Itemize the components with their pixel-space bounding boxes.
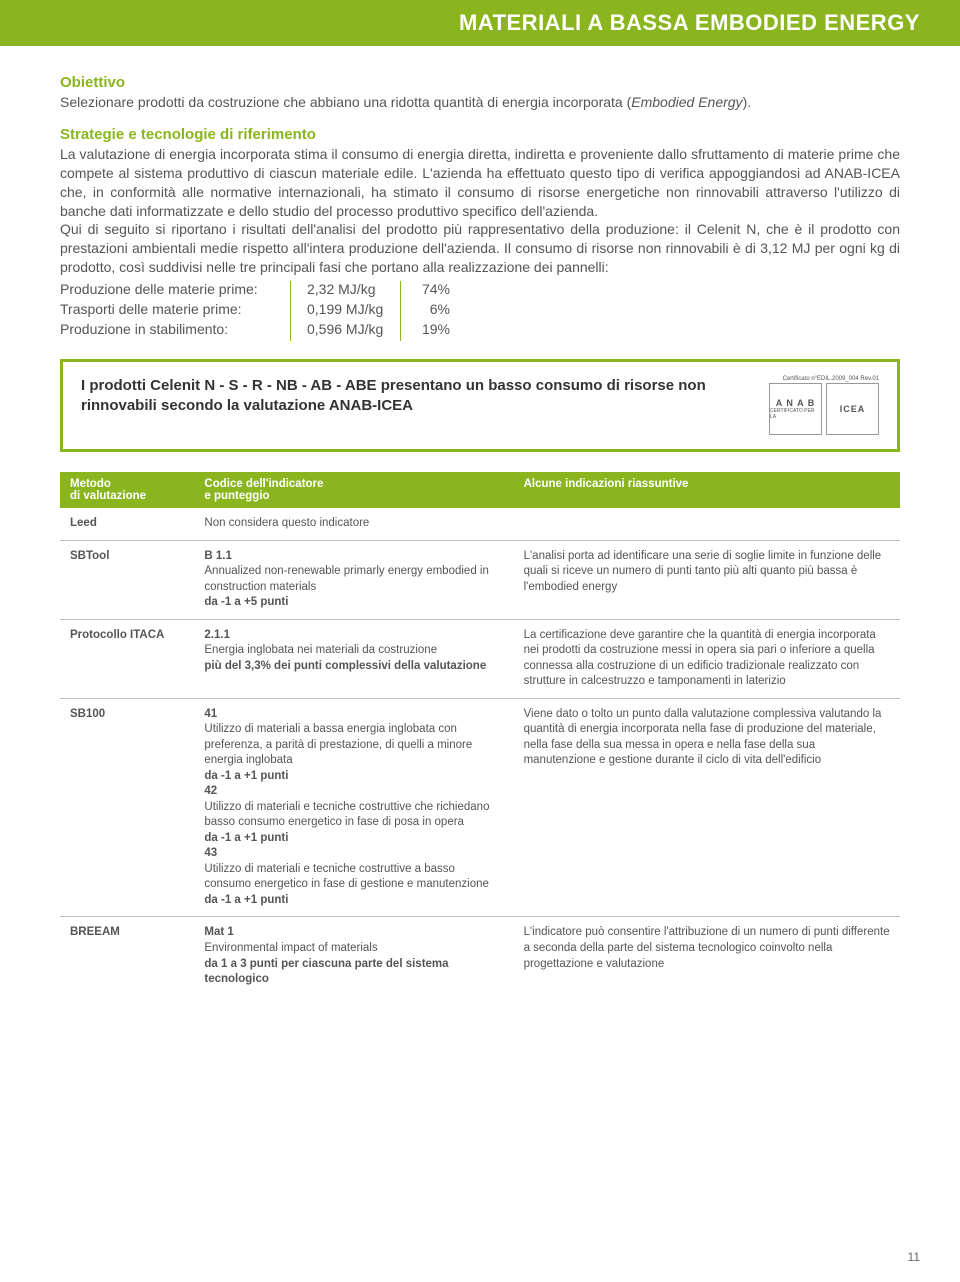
objective-text-b: ). (743, 94, 752, 110)
callout-text: I prodotti Celenit N - S - R - NB - AB -… (81, 376, 749, 417)
cell-method: Leed (60, 508, 194, 540)
code-line: 42 (204, 784, 503, 800)
phase-pct: 6% (417, 301, 450, 321)
code-line: 2.1.1 (204, 628, 503, 644)
cell-notes: La certificazione deve garantire che la … (514, 619, 900, 698)
cell-method: BREEAM (60, 917, 194, 996)
page-banner: MATERIALI A BASSA EMBODIED ENERGY (0, 0, 960, 46)
banner-title: MATERIALI A BASSA EMBODIED ENERGY (459, 10, 920, 35)
phase-energy: 0,199 MJ/kg (307, 301, 400, 321)
th-code: Codice dell'indicatoree punteggio (194, 472, 513, 508)
phase-label: Trasporti delle materie prime: (60, 301, 290, 321)
table-row: SBToolB 1.1Annualized non-renewable prim… (60, 540, 900, 619)
code-line: più del 3,3% dei punti complessivi della… (204, 659, 503, 675)
objective-text: Selezionare prodotti da costruzione che … (60, 93, 900, 112)
phase-pct: 19% (417, 321, 450, 341)
cell-code: 2.1.1Energia inglobata nei materiali da … (194, 619, 513, 698)
code-line: da -1 a +1 punti (204, 893, 503, 909)
page-content: Obiettivo Selezionare prodotti da costru… (0, 74, 960, 996)
cell-method: Protocollo ITACA (60, 619, 194, 698)
code-line: da -1 a +5 punti (204, 595, 503, 611)
table-row: Leed Non considera questo indicatore (60, 508, 900, 540)
code-line: da -1 a +1 punti (204, 831, 503, 847)
code-line: da -1 a +1 punti (204, 769, 503, 785)
phase-label: Produzione delle materie prime: (60, 281, 290, 301)
anab-logo-icon: A N A B CERTIFICATO PER LA (769, 383, 822, 435)
anab-icea-logo: A N A B CERTIFICATO PER LA ICEA (769, 383, 879, 435)
th-notes: Alcune indicazioni riassuntive (514, 472, 900, 508)
code-line: B 1.1 (204, 549, 503, 565)
strategy-heading: Strategie e tecnologie di riferimento (60, 126, 900, 143)
code-line: Mat 1 (204, 925, 503, 941)
cell-notes: L'indicatore può consentire l'attribuzio… (514, 917, 900, 996)
phase-energy: 0,596 MJ/kg (307, 321, 400, 341)
code-line: Utilizzo di materiali a bassa energia in… (204, 722, 503, 769)
code-line: 41 (204, 707, 503, 723)
phase-pct: 74% (417, 281, 450, 301)
cell-code: Mat 1Environmental impact of materialsda… (194, 917, 513, 996)
cell-code: Non considera questo indicatore (194, 508, 513, 540)
phase-label: Produzione in stabilimento: (60, 321, 290, 341)
cell-method: SB100 (60, 698, 194, 917)
callout-logo-wrap: Certificato n°EDIL.2009_004 Rev.01 A N A… (769, 376, 879, 435)
code-line: Non considera questo indicatore (204, 516, 503, 532)
table-row: BREEAMMat 1Environmental impact of mater… (60, 917, 900, 996)
code-line: Utilizzo di materiali e tecniche costrut… (204, 800, 503, 831)
page-number: 11 (908, 1250, 920, 1264)
strategy-body: La valutazione di energia incorporata st… (60, 145, 900, 277)
code-line: Annualized non-renewable primarly energy… (204, 564, 503, 595)
cell-method: SBTool (60, 540, 194, 619)
icea-logo-icon: ICEA (826, 383, 879, 435)
cell-notes: Viene dato o tolto un punto dalla valuta… (514, 698, 900, 917)
phase-energy: 2,32 MJ/kg (307, 281, 400, 301)
cert-number: Certificato n°EDIL.2009_004 Rev.01 (769, 376, 879, 382)
cell-notes (514, 508, 900, 540)
phase-table: Produzione delle materie prime:Trasporti… (60, 281, 900, 341)
evaluation-table: Metododi valutazione Codice dell'indicat… (60, 472, 900, 995)
code-line: Utilizzo di materiali e tecniche costrut… (204, 862, 503, 893)
objective-text-a: Selezionare prodotti da costruzione che … (60, 94, 631, 110)
objective-heading: Obiettivo (60, 74, 900, 91)
cell-code: B 1.1Annualized non-renewable primarly e… (194, 540, 513, 619)
objective-text-em: Embodied Energy (631, 94, 742, 110)
code-line: da 1 a 3 punti per ciascuna parte del si… (204, 957, 503, 988)
cell-code: 41Utilizzo di materiali a bassa energia … (194, 698, 513, 917)
code-line: 43 (204, 846, 503, 862)
table-row: Protocollo ITACA2.1.1Energia inglobata n… (60, 619, 900, 698)
table-row: SB10041Utilizzo di materiali a bassa ene… (60, 698, 900, 917)
th-method: Metododi valutazione (60, 472, 194, 508)
cell-notes: L'analisi porta ad identificare una seri… (514, 540, 900, 619)
code-line: Energia inglobata nei materiali da costr… (204, 643, 503, 659)
code-line: Environmental impact of materials (204, 941, 503, 957)
callout-box: I prodotti Celenit N - S - R - NB - AB -… (60, 359, 900, 452)
